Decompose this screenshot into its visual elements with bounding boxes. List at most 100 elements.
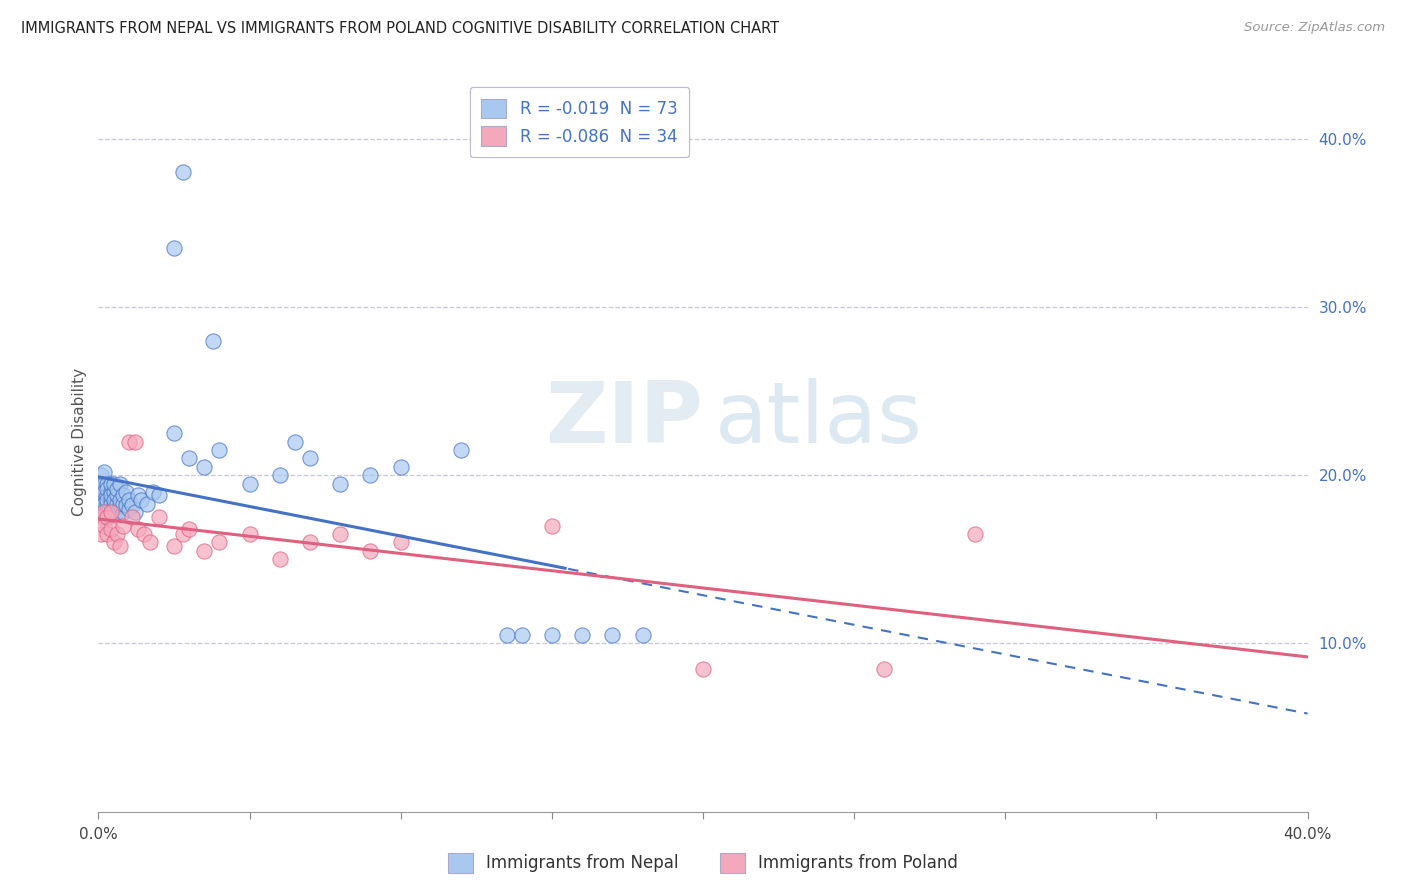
Point (103, 493, 125, 508)
Point (108, 493, 131, 508)
Point (118, 501, 141, 516)
Point (100, 497, 122, 511)
Point (121, 510, 143, 524)
Point (127, 522, 149, 536)
Point (93, 505, 115, 519)
Point (93, 510, 115, 524)
Point (389, 459, 412, 474)
Point (163, 241, 186, 255)
Point (124, 505, 146, 519)
Point (96, 510, 118, 524)
Point (193, 544, 215, 558)
Point (208, 442, 231, 457)
Point (96, 510, 118, 524)
Point (108, 476, 131, 491)
Point (121, 499, 143, 513)
Point (873, 662, 896, 676)
Point (495, 628, 517, 642)
Point (93, 505, 115, 519)
Point (540, 518, 562, 533)
Point (360, 544, 382, 558)
Point (90, 499, 112, 513)
Point (208, 535, 231, 549)
Point (105, 497, 128, 511)
Point (389, 535, 412, 549)
Point (540, 628, 562, 642)
Point (299, 535, 322, 549)
Text: IMMIGRANTS FROM NEPAL VS IMMIGRANTS FROM POLAND COGNITIVE DISABILITY CORRELATION: IMMIGRANTS FROM NEPAL VS IMMIGRANTS FROM… (21, 21, 779, 36)
Point (111, 497, 134, 511)
Point (93, 518, 115, 533)
Point (90, 527, 112, 541)
Point (172, 165, 194, 179)
Point (93, 493, 115, 508)
Point (135, 497, 157, 511)
Point (163, 539, 186, 553)
Point (602, 628, 624, 642)
Point (90, 468, 112, 483)
Point (105, 482, 128, 496)
Point (103, 476, 125, 491)
Text: atlas: atlas (716, 378, 924, 461)
Point (96, 482, 118, 496)
Point (103, 499, 125, 513)
Point (105, 505, 128, 519)
Point (96, 505, 118, 519)
Point (111, 488, 134, 502)
Point (96, 493, 118, 508)
Point (100, 476, 122, 491)
Point (329, 527, 352, 541)
Point (93, 485, 115, 500)
Point (96, 527, 118, 541)
Point (118, 493, 141, 508)
Point (284, 434, 307, 449)
Point (100, 522, 122, 536)
Point (965, 527, 987, 541)
Point (163, 426, 186, 441)
Point (90, 505, 112, 519)
Point (299, 451, 322, 466)
Point (100, 505, 122, 519)
Point (239, 476, 262, 491)
Point (103, 505, 125, 519)
Point (631, 628, 654, 642)
Point (124, 434, 146, 449)
Point (103, 485, 125, 500)
Legend: R = -0.019  N = 73, R = -0.086  N = 34: R = -0.019 N = 73, R = -0.086 N = 34 (470, 87, 689, 157)
Point (450, 442, 472, 457)
Point (96, 497, 118, 511)
Point (179, 522, 201, 536)
Point (329, 476, 352, 491)
Point (100, 488, 122, 502)
Point (105, 527, 128, 541)
Point (96, 488, 118, 502)
Text: ZIP: ZIP (546, 378, 703, 461)
Point (93, 482, 115, 496)
Y-axis label: Cognitive Disability: Cognitive Disability (72, 368, 87, 516)
Point (202, 334, 225, 348)
Point (111, 518, 134, 533)
Point (90, 510, 112, 524)
Point (571, 628, 593, 642)
Point (103, 535, 125, 549)
Point (100, 505, 122, 519)
Point (108, 539, 131, 553)
Point (142, 485, 165, 500)
Point (129, 493, 152, 508)
Point (108, 499, 131, 513)
Point (148, 488, 170, 502)
Point (96, 476, 118, 491)
Point (90, 476, 112, 491)
Point (93, 465, 115, 479)
Point (90, 488, 112, 502)
Point (111, 505, 134, 519)
Point (127, 488, 149, 502)
Point (179, 451, 201, 466)
Point (114, 485, 136, 500)
Point (132, 527, 155, 541)
Point (105, 488, 128, 502)
Point (172, 527, 194, 541)
Point (148, 510, 170, 524)
Point (118, 434, 141, 449)
Point (100, 485, 122, 500)
